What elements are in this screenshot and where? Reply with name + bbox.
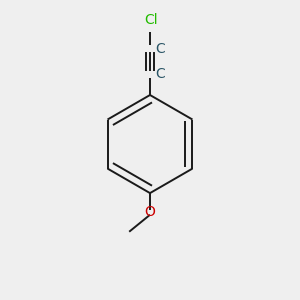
- Text: O: O: [145, 206, 155, 219]
- Text: Cl: Cl: [145, 13, 158, 27]
- Text: C: C: [155, 42, 164, 56]
- Text: C: C: [155, 67, 164, 81]
